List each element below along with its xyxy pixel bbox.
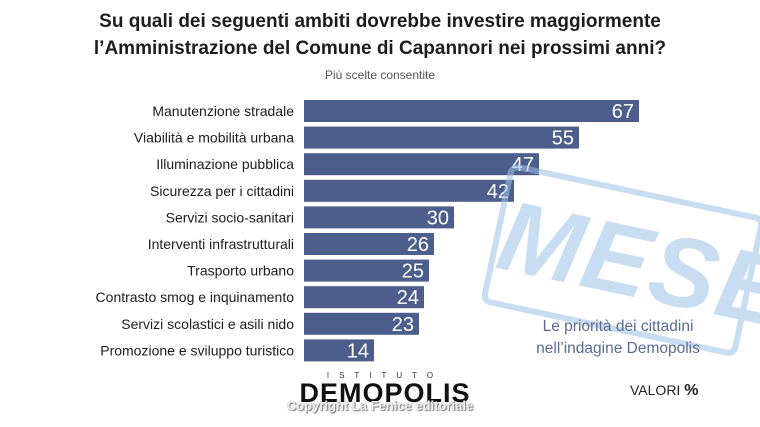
chart-title-line2: l’Amministrazione del Comune di Capannor…	[93, 38, 667, 59]
value-label-manutenzione-stradale: 67	[612, 101, 634, 123]
copyright-watermark: Copyright La Fenice editoriale	[286, 398, 474, 413]
category-label-servizi-socio-sanitari: Servizi socio-sanitari	[166, 209, 294, 225]
bar-contrasto-smog-e-inquinamento	[304, 286, 424, 309]
chart-subtitle: Più scelte consentite	[324, 68, 436, 82]
survey-note-line2: nell’indagine Demopolis	[536, 340, 700, 357]
category-label-interventi-infrastrutturali: Interventi infrastrutturali	[148, 236, 294, 252]
bar-servizi-scolastici-e-asili-nido	[304, 312, 419, 335]
value-label-trasporto-urbano: 25	[402, 261, 424, 283]
demopolis-logo: ISTITUTO DEMOPOLIS	[290, 371, 480, 408]
bar-promozione-e-sviluppo-turistico	[304, 339, 374, 362]
values-unit-label: VALORI %	[630, 382, 698, 400]
value-label-contrasto-smog-e-inquinamento: 24	[397, 287, 419, 309]
category-label-servizi-scolastici-e-asili-nido: Servizi scolastici e asili nido	[121, 316, 294, 332]
category-label-trasporto-urbano: Trasporto urbano	[187, 263, 294, 279]
category-label-contrasto-smog-e-inquinamento: Contrasto smog e inquinamento	[96, 289, 295, 305]
logo-demopolis-text: DEMOPOLIS	[299, 378, 471, 408]
bar-sicurezza-per-i-cittadini	[304, 179, 514, 202]
category-label-manutenzione-stradale: Manutenzione stradale	[152, 103, 294, 119]
logo-istituto-text: ISTITUTO	[326, 371, 444, 380]
value-label-viabilita-e-mobilita-urbana: 55	[552, 128, 574, 150]
category-label-viabilita-e-mobilita-urbana: Viabilità e mobilità urbana	[134, 130, 294, 146]
category-label-sicurezza-per-i-cittadini: Sicurezza per i cittadini	[150, 183, 294, 199]
survey-note: Le priorità dei cittadini nell’indagine …	[486, 316, 750, 360]
percent-sign: %	[684, 382, 699, 399]
bar-illuminazione-pubblica	[304, 153, 539, 176]
bar-trasporto-urbano	[304, 259, 429, 282]
value-label-promozione-e-sviluppo-turistico: 14	[347, 340, 369, 362]
bar-servizi-socio-sanitari	[304, 206, 454, 229]
bar-manutenzione-stradale	[304, 100, 639, 122]
value-label-illuminazione-pubblica: 47	[512, 154, 534, 176]
category-label-illuminazione-pubblica: Illuminazione pubblica	[156, 156, 294, 172]
value-label-servizi-scolastici-e-asili-nido: 23	[392, 314, 414, 336]
survey-note-line1: Le priorità dei cittadini	[542, 318, 694, 335]
valori-text: VALORI	[630, 382, 681, 398]
bar-interventi-infrastrutturali	[304, 233, 434, 255]
value-label-servizi-socio-sanitari: 30	[427, 207, 449, 229]
bar-viabilita-e-mobilita-urbana	[304, 126, 579, 149]
category-label-promozione-e-sviluppo-turistico: Promozione e sviluppo turistico	[100, 342, 294, 358]
value-label-interventi-infrastrutturali: 26	[407, 234, 429, 256]
chart-title: Su quali dei seguenti ambiti dovrebbe in…	[0, 8, 760, 62]
chart-title-line1: Su quali dei seguenti ambiti dovrebbe in…	[99, 11, 661, 32]
value-label-sicurezza-per-i-cittadini: 42	[487, 181, 509, 203]
